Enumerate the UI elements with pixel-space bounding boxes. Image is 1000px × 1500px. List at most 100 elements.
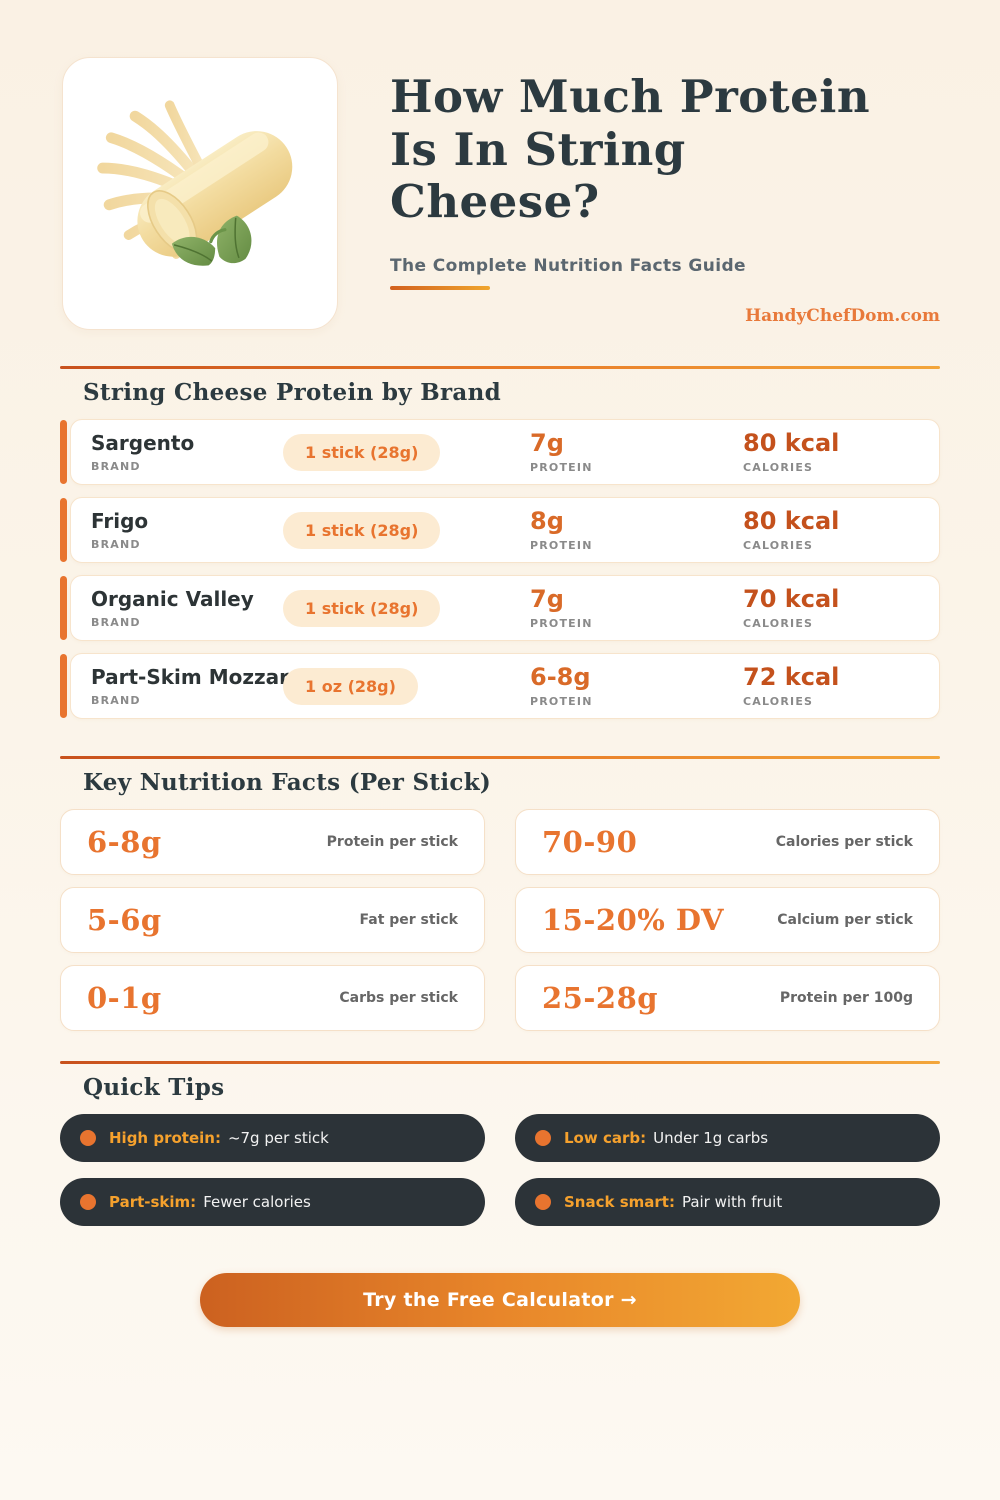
calories-value: 80 kcal bbox=[743, 506, 840, 535]
fact-label: Protein per 100g bbox=[779, 990, 913, 1006]
section-divider bbox=[60, 366, 940, 369]
brand-name: Part-Skim Mozzarella bbox=[91, 665, 330, 689]
calories-label: CALORIES bbox=[743, 695, 814, 709]
basil-leaves bbox=[171, 215, 252, 266]
protein-cell: 7g PROTEIN bbox=[530, 428, 743, 475]
protein-value: 7g bbox=[530, 584, 564, 613]
fact-label: Fat per stick bbox=[359, 912, 459, 928]
serving-pill: 1 stick (28g) bbox=[283, 433, 441, 471]
table-row: Organic Valley BRAND 1 stick (28g) 7g PR… bbox=[60, 575, 940, 641]
brand-label: BRAND bbox=[91, 538, 141, 551]
facts-grid: 6-8g Protein per stick 70-90 Calories pe… bbox=[60, 809, 940, 1031]
tip-label: Low carb: bbox=[564, 1129, 647, 1147]
section-divider bbox=[60, 1061, 940, 1064]
tip-text: Fewer calories bbox=[203, 1193, 311, 1211]
calories-cell: 80 kcal CALORIES bbox=[743, 428, 911, 475]
protein-value: 7g bbox=[530, 428, 564, 457]
title-line: How Much Protein bbox=[390, 70, 871, 123]
tips-heading: Quick Tips bbox=[83, 1074, 225, 1101]
serving-cell: 1 stick (28g) bbox=[283, 433, 441, 471]
facts-heading: Key Nutrition Facts (Per Stick) bbox=[83, 769, 492, 796]
bullet-dot-icon bbox=[80, 1194, 96, 1210]
serving-cell: 1 stick (28g) bbox=[283, 511, 441, 549]
fact-label: Protein per stick bbox=[326, 834, 458, 850]
protein-label: PROTEIN bbox=[530, 617, 593, 631]
table-row: Sargento BRAND 1 stick (28g) 7g PROTEIN … bbox=[60, 419, 940, 485]
protein-label: PROTEIN bbox=[530, 695, 593, 709]
brand-name: Frigo bbox=[91, 509, 149, 533]
fact-card: 6-8g Protein per stick bbox=[60, 809, 485, 875]
header: How Much Protein Is In String Cheese? Th… bbox=[0, 0, 1000, 330]
row-accent-bar bbox=[60, 654, 67, 718]
protein-cell: 8g PROTEIN bbox=[530, 506, 743, 553]
subtitle: The Complete Nutrition Facts Guide bbox=[390, 255, 746, 276]
brand-cell: Frigo BRAND bbox=[91, 509, 283, 551]
table-row: Part-Skim Mozzarella BRAND 1 oz (28g) 6-… bbox=[60, 653, 940, 719]
calories-cell: 70 kcal CALORIES bbox=[743, 584, 911, 630]
fact-value: 70-90 bbox=[542, 825, 638, 859]
fact-card: 15-20% DV Calcium per stick bbox=[515, 887, 940, 953]
tip-text: Under 1g carbs bbox=[653, 1129, 769, 1147]
protein-label: PROTEIN bbox=[530, 461, 593, 475]
row-card: Frigo BRAND 1 stick (28g) 8g PROTEIN 80 … bbox=[70, 497, 940, 563]
tip-pill: Low carb: Under 1g carbs bbox=[515, 1114, 940, 1162]
fact-label: Calcium per stick bbox=[777, 912, 913, 928]
fact-value: 0-1g bbox=[87, 981, 162, 1015]
fact-value: 25-28g bbox=[542, 981, 659, 1015]
serving-pill: 1 stick (28g) bbox=[283, 511, 441, 549]
fact-card: 70-90 Calories per stick bbox=[515, 809, 940, 875]
calories-cell: 72 kcal CALORIES bbox=[743, 662, 911, 709]
brand-cell: Part-Skim Mozzarella BRAND bbox=[91, 665, 330, 707]
fact-card: 5-6g Fat per stick bbox=[60, 887, 485, 953]
row-accent-bar bbox=[60, 576, 67, 640]
brands-heading: String Cheese Protein by Brand bbox=[83, 379, 501, 406]
row-accent-bar bbox=[60, 420, 67, 484]
brand-cell: Sargento BRAND bbox=[91, 431, 283, 473]
string-cheese-illustration bbox=[97, 99, 293, 266]
tip-text: Pair with fruit bbox=[681, 1193, 783, 1211]
subtitle-underline bbox=[390, 285, 490, 290]
bullet-dot-icon bbox=[535, 1194, 551, 1210]
row-card: Part-Skim Mozzarella BRAND 1 oz (28g) 6-… bbox=[70, 653, 940, 719]
calories-value: 80 kcal bbox=[743, 428, 840, 457]
bullet-dot-icon bbox=[535, 1130, 551, 1146]
page-title: How Much Protein Is In String Cheese? bbox=[390, 70, 940, 229]
fact-value: 6-8g bbox=[87, 825, 162, 859]
calories-cell: 80 kcal CALORIES bbox=[743, 506, 911, 552]
fact-value: 15-20% DV bbox=[542, 903, 725, 937]
protein-cell: 7g PROTEIN bbox=[530, 584, 743, 631]
protein-value: 8g bbox=[530, 506, 564, 535]
title-line: Is In String bbox=[390, 122, 686, 176]
tips-grid: High protein: ~7g per stick Low carb: Un… bbox=[60, 1114, 940, 1226]
brand-label: BRAND bbox=[91, 460, 141, 473]
brand-label: BRAND bbox=[91, 616, 141, 629]
hero-image-card bbox=[62, 57, 338, 330]
brand-cell: Organic Valley BRAND bbox=[91, 587, 283, 629]
tip-pill: Part-skim: Fewer calories bbox=[60, 1178, 485, 1226]
serving-cell: 1 oz (28g) bbox=[283, 667, 435, 705]
calculator-cta-button[interactable]: Try the Free Calculator → bbox=[200, 1273, 800, 1327]
calories-value: 70 kcal bbox=[743, 584, 840, 613]
brand-label: BRAND bbox=[91, 694, 141, 707]
tip-text: ~7g per stick bbox=[227, 1129, 329, 1147]
protein-cell: 6-8g PROTEIN bbox=[530, 663, 743, 709]
calories-value: 72 kcal bbox=[743, 662, 840, 691]
brand-name: Sargento bbox=[91, 431, 195, 455]
header-text: How Much Protein Is In String Cheese? Th… bbox=[390, 57, 940, 330]
tip-pill: Snack smart: Pair with fruit bbox=[515, 1178, 940, 1226]
section-divider bbox=[60, 756, 940, 759]
serving-pill: 1 stick (28g) bbox=[283, 589, 441, 627]
brand-name: Organic Valley bbox=[91, 587, 254, 611]
serving-cell: 1 stick (28g) bbox=[283, 589, 441, 627]
tip-label: Part-skim: bbox=[109, 1193, 197, 1211]
protein-label: PROTEIN bbox=[530, 539, 593, 553]
title-line: Cheese? bbox=[390, 175, 600, 229]
serving-pill: 1 oz (28g) bbox=[283, 667, 418, 705]
site-link[interactable]: HandyChefDom.com bbox=[745, 305, 940, 326]
tip-label: High protein: bbox=[109, 1129, 221, 1147]
row-card: Organic Valley BRAND 1 stick (28g) 7g PR… bbox=[70, 575, 940, 641]
fact-value: 5-6g bbox=[87, 903, 162, 937]
calories-label: CALORIES bbox=[743, 461, 814, 475]
bullet-dot-icon bbox=[80, 1130, 96, 1146]
